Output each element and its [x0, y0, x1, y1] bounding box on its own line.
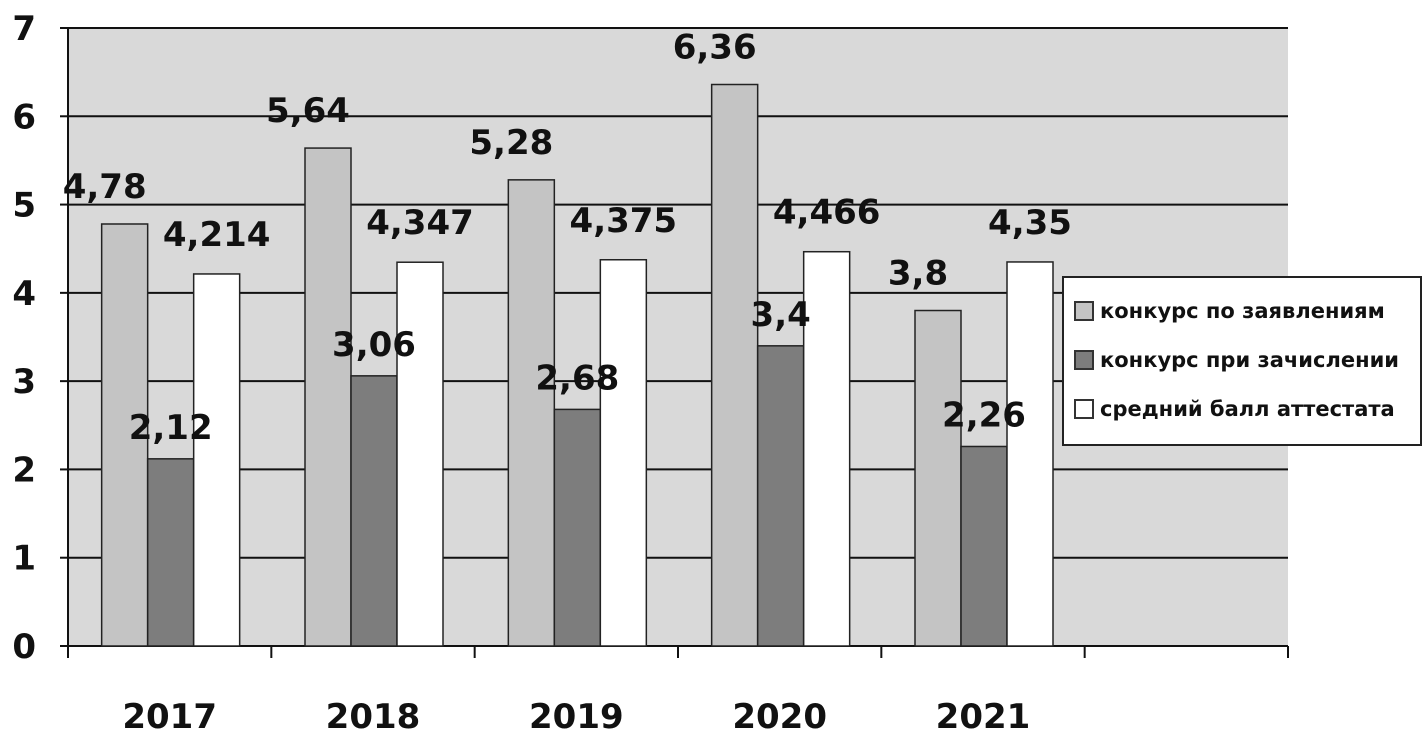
x-tick-label: 2020: [732, 697, 827, 733]
legend-label: конкурс по заявлениям: [1100, 298, 1385, 323]
bar: [710, 83, 759, 647]
bar: [304, 147, 352, 647]
bar: [396, 261, 444, 647]
data-label: 3,4: [751, 295, 811, 335]
bar: [914, 309, 962, 647]
bar: [1006, 261, 1054, 647]
legend-item: конкурс при зачислении: [1074, 335, 1410, 384]
x-tick-label: 2017: [122, 697, 217, 733]
bar: [350, 375, 398, 647]
x-tick-label: 2019: [529, 697, 624, 733]
legend: конкурс по заявлениям конкурс при зачисл…: [1062, 276, 1422, 446]
bar: [599, 259, 648, 647]
data-label: 5,64: [266, 91, 350, 131]
data-label: 2,12: [129, 408, 213, 448]
legend-item: конкурс по заявлениям: [1074, 286, 1410, 335]
data-label: 2,68: [535, 358, 619, 398]
y-tick-label: 4: [12, 274, 36, 314]
data-label: 4,347: [366, 203, 474, 243]
bar: [100, 223, 149, 647]
data-label: 3,06: [332, 325, 416, 365]
bars: [100, 83, 1054, 647]
data-label: 4,214: [163, 215, 271, 255]
bar: [553, 408, 602, 647]
y-tick-label: 5: [12, 186, 36, 226]
y-tick-label: 7: [12, 9, 36, 49]
x-tick-label: 2021: [936, 697, 1031, 733]
x-axis-ticks: 2017 2018 2019 2020 2021: [67, 646, 1289, 733]
gridlines: [68, 27, 1288, 559]
bar: [507, 179, 556, 647]
data-label: 5,28: [469, 123, 553, 163]
bar: [192, 273, 241, 647]
data-label: 4,466: [773, 193, 881, 233]
data-labels: 4,78 5,64 5,28 6,36 3,8 2,12 3,06 2,68 3,4 2,26 4,…: [63, 28, 1072, 448]
data-label: 6,36: [673, 28, 757, 68]
data-label: 4,375: [570, 201, 678, 241]
data-label: 4,35: [988, 203, 1072, 243]
data-label: 2,26: [942, 395, 1026, 435]
y-tick-label: 0: [12, 627, 36, 667]
y-tick-label: 3: [12, 362, 36, 402]
y-tick-label: 2: [12, 450, 36, 490]
legend-item: средний балл аттестата: [1074, 384, 1410, 433]
x-tick-label: 2018: [326, 697, 421, 733]
legend-swatch: [1074, 300, 1094, 321]
bar: [756, 345, 805, 647]
y-tick-label: 1: [12, 539, 36, 579]
legend-swatch: [1074, 349, 1094, 370]
data-label: 4,78: [63, 167, 147, 207]
bar: [802, 250, 851, 647]
legend-swatch: [1074, 398, 1094, 419]
bar: [960, 445, 1008, 647]
y-axis-ticks: 0 1 2 3 4 5 6 7: [12, 9, 68, 667]
data-label: 3,8: [888, 254, 948, 294]
bar: [146, 458, 195, 647]
legend-label: конкурс при зачислении: [1100, 347, 1400, 372]
y-tick-label: 6: [12, 97, 36, 137]
legend-label: средний балл аттестата: [1100, 396, 1395, 421]
